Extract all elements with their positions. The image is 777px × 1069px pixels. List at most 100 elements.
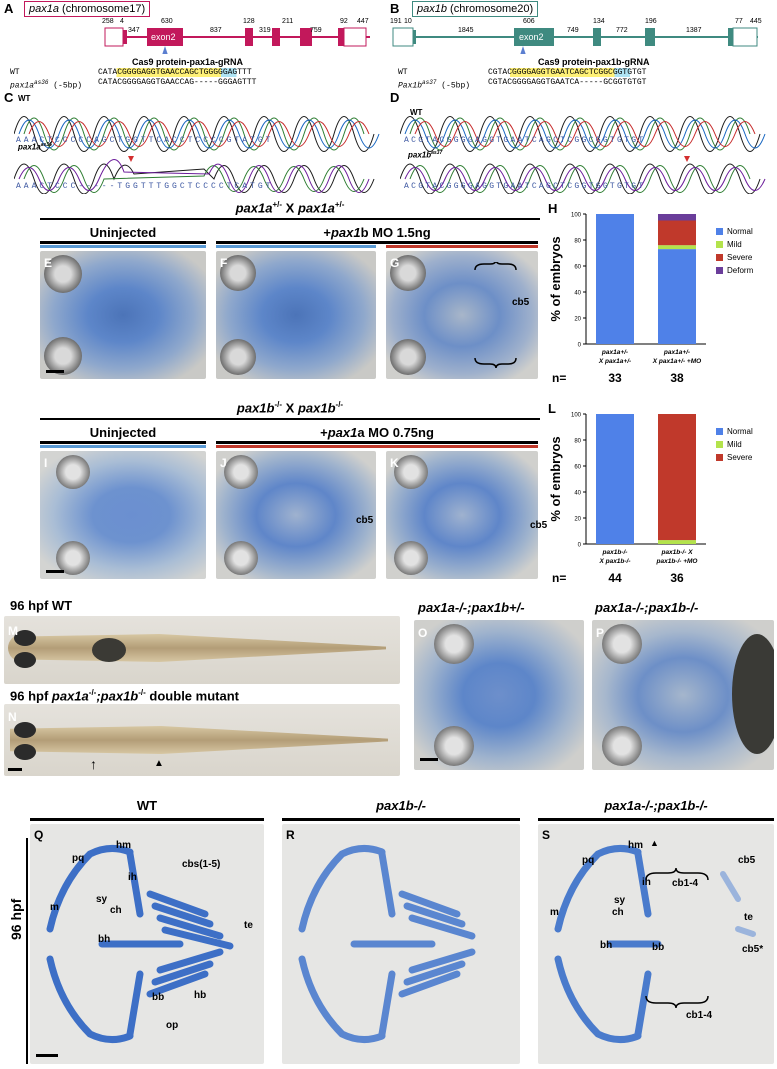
title-Q: WT (136, 798, 158, 813)
cb5-label: cb5 (512, 297, 530, 308)
chrom-mut-label: pax1bas37 (408, 150, 443, 160)
legend-swatch (716, 241, 723, 248)
label-op: op (166, 1020, 179, 1031)
photo-G (386, 251, 538, 379)
title-M: 96 hpf WT (10, 598, 73, 613)
row-title-I: pax1b-/- X pax1b-/- (236, 400, 344, 416)
scale-bar (8, 768, 22, 771)
legend-label: Normal (727, 227, 753, 236)
header-rule (40, 418, 540, 420)
label-m: m (550, 907, 559, 918)
legend-label: Normal (727, 427, 753, 436)
label-cb5-star: cb5* (742, 944, 764, 955)
label-hm: hm (116, 840, 131, 851)
mutant-label: Pax1bas37 (-5bp) (398, 79, 471, 91)
label-ch: ch (110, 905, 122, 916)
label-sy: sy (614, 895, 626, 906)
label-ih: ih (128, 872, 137, 883)
intron-num: 772 (616, 27, 628, 34)
mut-bases: ACGTACGGGGAGGTGAATCAGCTCGGTGGTGTGT (404, 182, 646, 191)
mutant-label: pax1aas36 (-5bp) (10, 79, 83, 91)
arrowhead-icon: ▲ (650, 838, 659, 848)
side-label-96hpf: 96 hpf (8, 898, 24, 940)
wt-label: WT (398, 68, 408, 77)
intron-num: 196 (645, 18, 657, 25)
photo-J (216, 451, 376, 579)
panel-label-D: D (390, 90, 400, 105)
normal-color-bar (40, 245, 206, 248)
photo-I (40, 451, 206, 579)
intron-num: 837 (210, 27, 222, 34)
bar-severe (658, 220, 696, 246)
category-label: pax1a+/- (663, 349, 690, 356)
category-label: X pax1b-/- (598, 558, 630, 565)
panel-label-E: E (44, 256, 53, 270)
legend-label: Deform (727, 266, 754, 275)
exon2-label: exon2 (151, 32, 176, 42)
cas9-label: Cas9 protein-pax1b-gRNA (538, 57, 650, 67)
y-tick-label: 100 (571, 213, 582, 219)
chrom-wt-label: WT (410, 108, 423, 117)
panel-label-M: M (8, 624, 18, 638)
chromosome-label: (chromosome20) (450, 3, 534, 15)
panel-label-F: F (220, 256, 228, 270)
category-label: X pax1a+/- (598, 358, 631, 365)
bar-normal (596, 414, 634, 544)
chromatogram-D (400, 116, 766, 194)
title-P: pax1a-/-;pax1b-/- (595, 600, 699, 615)
mo-title: +pax1b MO 1.5ng (323, 225, 431, 240)
intron-num: 749 (567, 27, 579, 34)
intron-num: 319 (259, 27, 271, 34)
n-value: 38 (670, 371, 684, 385)
photo-Q (30, 824, 264, 1064)
panel-label-O: O (418, 626, 428, 640)
y-tick-label: 60 (574, 265, 581, 271)
intron-num: 77 (735, 18, 743, 25)
side-rule (26, 838, 28, 1064)
mut-bases: AAACTCCC-----TGGTTTGGCTCCCCTCATGT (16, 182, 274, 191)
label-cb1-4-top: cb1-4 (672, 878, 699, 889)
wt-label: WT (10, 68, 20, 77)
photo-N (4, 704, 400, 776)
y-tick-label: 60 (574, 465, 581, 471)
normal-color-bar (216, 245, 376, 248)
label-bb: bb (652, 942, 665, 953)
arrowhead-icon: ▲ (154, 758, 164, 769)
uninjected-title: Uninjected (89, 225, 157, 240)
intron-num: 10 (404, 18, 412, 25)
panel-label-G: G (390, 256, 400, 270)
header-rule (40, 218, 540, 220)
bar-normal (658, 249, 696, 344)
panel-label-P: P (596, 626, 605, 640)
panel-label-L: L (548, 401, 556, 416)
mutant-sequence: CGTACGGGGAGGTGAATCA-----GCGGTGTGT (488, 78, 647, 87)
label-cb5: cb5 (738, 855, 756, 866)
title-O: pax1a-/-;pax1b+/- (418, 600, 525, 615)
legend-swatch (716, 428, 723, 435)
legend-swatch (716, 441, 723, 448)
intron-num: 759 (310, 27, 322, 34)
intron-num: 1845 (458, 27, 474, 34)
chrom-mut-label: pax1aas36 (18, 142, 52, 152)
chart-L: 0 20 40 60 80 100 % of embryos pax1b-/- X pax1b-… (548, 413, 753, 586)
uninjected-title: Uninjected (89, 425, 157, 440)
legend-swatch (716, 254, 723, 261)
gene-title-pax1b: pax1b (chromosome20) (412, 1, 539, 17)
label-pq: pq (72, 853, 85, 864)
y-axis-label: % of embryos (548, 436, 563, 521)
gene-name: pax1b (417, 3, 447, 15)
y-axis-label: % of embryos (548, 236, 563, 321)
title-S: pax1a-/-;pax1b-/- (604, 798, 708, 813)
label-te: te (744, 912, 753, 923)
rule (30, 818, 264, 821)
panel-label-S: S (542, 828, 551, 842)
label-cb1-4-bottom: cb1-4 (686, 1010, 713, 1021)
gene-structure-pax1a (104, 27, 370, 54)
category-label: pax1b-/- (602, 549, 628, 556)
legend-label: Severe (727, 253, 753, 262)
intron-num: 211 (282, 18, 294, 25)
category-label: X pax1a+/- +MO (652, 358, 701, 365)
cas9-label: Cas9 protein-pax1a-gRNA (132, 57, 244, 67)
photo-K (386, 451, 538, 579)
photo-M (4, 616, 400, 684)
